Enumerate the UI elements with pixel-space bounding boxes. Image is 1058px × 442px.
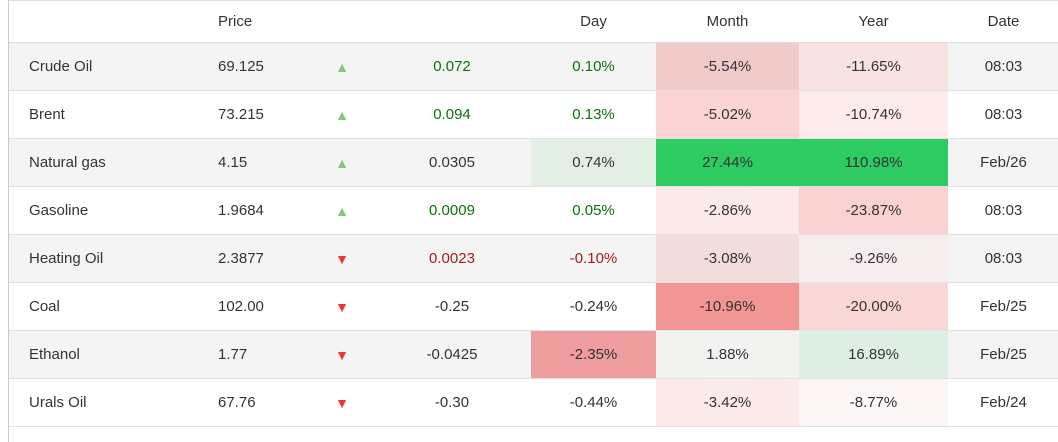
day-percent-cell: 0.74% (531, 138, 656, 187)
change-cell: 0.072 (373, 42, 531, 91)
trend-down-icon: ▼ (311, 234, 373, 283)
table-row: Heating Oil 2.3877 ▼ 0.0023 -0.10% -3.08… (9, 234, 1058, 283)
month-percent-cell: -5.54% (656, 42, 799, 91)
header-row: Price Day Month Year Date (9, 0, 1058, 43)
trend-up-icon: ▲ (311, 138, 373, 187)
date-cell: Feb/25 (948, 282, 1058, 331)
commodity-name-link[interactable]: Natural gas (9, 138, 218, 187)
header-year: Year (799, 0, 948, 43)
day-percent-cell: -0.24% (531, 282, 656, 331)
change-cell: -0.0425 (373, 330, 531, 379)
price-cell: 102.00 (218, 282, 311, 331)
table-row: Ethanol 1.77 ▼ -0.0425 -2.35% 1.88% 16.8… (9, 330, 1058, 379)
day-percent-cell: 0.05% (531, 186, 656, 235)
year-percent-cell: -11.65% (799, 42, 948, 91)
date-cell: Feb/26 (948, 138, 1058, 187)
trend-up-icon: ▲ (311, 42, 373, 91)
month-percent-cell: -2.86% (656, 186, 799, 235)
trend-down-icon: ▼ (311, 378, 373, 427)
date-cell: Feb/24 (948, 378, 1058, 427)
trend-up-icon: ▲ (311, 186, 373, 235)
header-arrow-spacer (311, 0, 373, 43)
header-day: Day (531, 0, 656, 43)
commodity-name-link[interactable]: Ethanol (9, 330, 218, 379)
year-percent-cell: -9.26% (799, 234, 948, 283)
table-row: Natural gas 4.15 ▲ 0.0305 0.74% 27.44% 1… (9, 138, 1058, 187)
month-percent-cell: 1.88% (656, 330, 799, 379)
change-cell: -0.25 (373, 282, 531, 331)
year-percent-cell: 16.89% (799, 330, 948, 379)
year-percent-cell: -20.00% (799, 282, 948, 331)
commodity-name-link[interactable]: Urals Oil (9, 378, 218, 427)
commodities-table: Price Day Month Year Date Crude Oil 69.1… (9, 0, 1058, 427)
change-cell: 0.0009 (373, 186, 531, 235)
trend-up-icon: ▲ (311, 90, 373, 139)
table-row: Coal 102.00 ▼ -0.25 -0.24% -10.96% -20.0… (9, 282, 1058, 331)
header-price: Price (218, 0, 311, 43)
price-cell: 73.215 (218, 90, 311, 139)
header-date: Date (948, 0, 1058, 43)
month-percent-cell: 27.44% (656, 138, 799, 187)
date-cell: 08:03 (948, 186, 1058, 235)
price-cell: 69.125 (218, 42, 311, 91)
trend-down-icon: ▼ (311, 330, 373, 379)
date-cell: 08:03 (948, 42, 1058, 91)
year-percent-cell: -10.74% (799, 90, 948, 139)
year-percent-cell: -8.77% (799, 378, 948, 427)
month-percent-cell: -10.96% (656, 282, 799, 331)
day-percent-cell: -2.35% (531, 330, 656, 379)
date-cell: Feb/25 (948, 330, 1058, 379)
change-cell: 0.0305 (373, 138, 531, 187)
table-row: Urals Oil 67.76 ▼ -0.30 -0.44% -3.42% -8… (9, 378, 1058, 427)
trend-down-icon: ▼ (311, 282, 373, 331)
price-cell: 2.3877 (218, 234, 311, 283)
commodities-table-container: Price Day Month Year Date Crude Oil 69.1… (8, 0, 1058, 442)
price-cell: 4.15 (218, 138, 311, 187)
year-percent-cell: -23.87% (799, 186, 948, 235)
price-cell: 67.76 (218, 378, 311, 427)
date-cell: 08:03 (948, 90, 1058, 139)
month-percent-cell: -3.42% (656, 378, 799, 427)
table-row: Gasoline 1.9684 ▲ 0.0009 0.05% -2.86% -2… (9, 186, 1058, 235)
price-cell: 1.9684 (218, 186, 311, 235)
header-name (9, 0, 218, 43)
header-month: Month (656, 0, 799, 43)
change-cell: 0.094 (373, 90, 531, 139)
month-percent-cell: -5.02% (656, 90, 799, 139)
change-cell: -0.30 (373, 378, 531, 427)
change-cell: 0.0023 (373, 234, 531, 283)
day-percent-cell: -0.44% (531, 378, 656, 427)
header-change-spacer (373, 0, 531, 43)
commodity-name-link[interactable]: Crude Oil (9, 42, 218, 91)
table-row: Brent 73.215 ▲ 0.094 0.13% -5.02% -10.74… (9, 90, 1058, 139)
price-cell: 1.77 (218, 330, 311, 379)
commodity-name-link[interactable]: Heating Oil (9, 234, 218, 283)
day-percent-cell: 0.13% (531, 90, 656, 139)
commodity-name-link[interactable]: Gasoline (9, 186, 218, 235)
table-row: Crude Oil 69.125 ▲ 0.072 0.10% -5.54% -1… (9, 42, 1058, 91)
commodity-name-link[interactable]: Brent (9, 90, 218, 139)
day-percent-cell: 0.10% (531, 42, 656, 91)
date-cell: 08:03 (948, 234, 1058, 283)
day-percent-cell: -0.10% (531, 234, 656, 283)
commodity-name-link[interactable]: Coal (9, 282, 218, 331)
month-percent-cell: -3.08% (656, 234, 799, 283)
year-percent-cell: 110.98% (799, 138, 948, 187)
